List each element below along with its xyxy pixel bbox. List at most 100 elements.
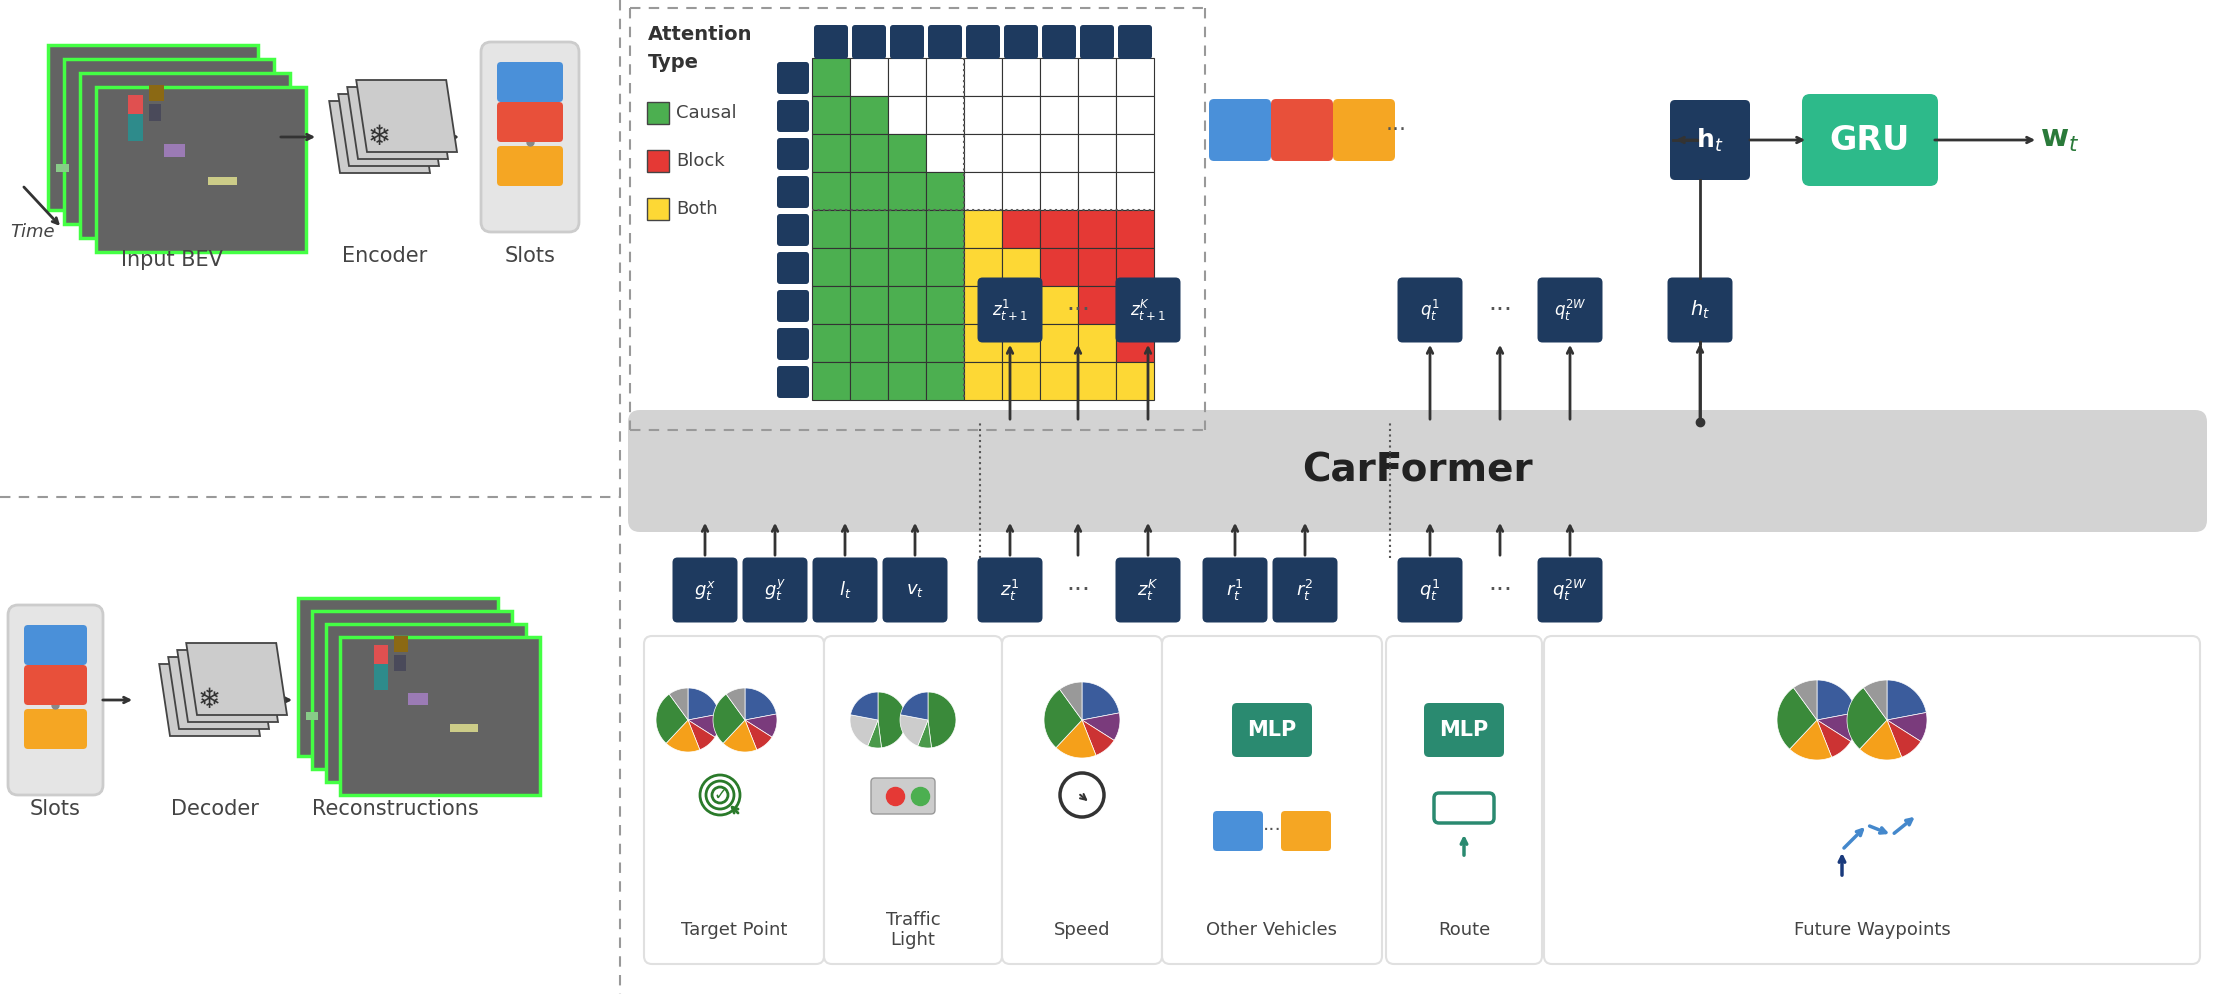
FancyBboxPatch shape — [1203, 558, 1268, 622]
Text: $q_t^{2W}$: $q_t^{2W}$ — [1553, 578, 1587, 602]
FancyBboxPatch shape — [813, 25, 849, 59]
Bar — [851, 286, 889, 324]
Bar — [408, 693, 428, 706]
Bar — [926, 134, 964, 172]
Polygon shape — [687, 720, 716, 749]
Polygon shape — [1864, 680, 1888, 720]
Polygon shape — [667, 720, 700, 752]
Bar — [1039, 134, 1077, 172]
Bar — [1077, 324, 1117, 362]
Bar — [1039, 248, 1077, 286]
Bar — [49, 45, 257, 210]
FancyBboxPatch shape — [1385, 636, 1542, 964]
Text: $q_t^1$: $q_t^1$ — [1420, 297, 1440, 322]
Polygon shape — [900, 715, 929, 746]
Bar — [811, 324, 851, 362]
Polygon shape — [917, 720, 931, 748]
Polygon shape — [687, 688, 720, 720]
Bar — [1077, 96, 1117, 134]
Polygon shape — [168, 657, 268, 729]
Bar — [394, 655, 406, 671]
Bar — [851, 134, 889, 172]
Bar — [208, 177, 237, 185]
Polygon shape — [745, 714, 778, 738]
Text: ❄: ❄ — [368, 123, 392, 151]
Polygon shape — [348, 87, 448, 159]
Text: Decoder: Decoder — [171, 799, 259, 819]
Text: Encoder: Encoder — [343, 246, 428, 266]
Bar — [889, 286, 926, 324]
Bar — [1002, 134, 1039, 172]
Polygon shape — [1081, 682, 1119, 720]
Bar — [1117, 248, 1155, 286]
Bar — [964, 134, 1002, 172]
Bar — [1002, 286, 1039, 324]
Polygon shape — [1793, 680, 1817, 720]
Text: GRU: GRU — [1830, 123, 1910, 156]
Polygon shape — [745, 688, 776, 720]
FancyBboxPatch shape — [1004, 25, 1037, 59]
FancyBboxPatch shape — [1115, 558, 1181, 622]
Text: MLP: MLP — [1248, 720, 1296, 740]
Polygon shape — [745, 720, 771, 749]
Polygon shape — [1817, 680, 1857, 720]
FancyBboxPatch shape — [966, 25, 999, 59]
Bar — [851, 248, 889, 286]
FancyBboxPatch shape — [1002, 636, 1161, 964]
FancyBboxPatch shape — [1042, 25, 1077, 59]
Bar — [1039, 58, 1077, 96]
Polygon shape — [869, 720, 882, 748]
Text: Target Point: Target Point — [680, 921, 787, 939]
Bar — [1117, 210, 1155, 248]
Text: $z_t^1$: $z_t^1$ — [999, 578, 1019, 602]
Text: $z_t^K$: $z_t^K$ — [1137, 578, 1159, 602]
Text: ···: ··· — [1487, 298, 1511, 322]
FancyBboxPatch shape — [1119, 25, 1152, 59]
Bar — [889, 96, 926, 134]
FancyBboxPatch shape — [778, 100, 809, 132]
FancyBboxPatch shape — [977, 277, 1042, 343]
Bar — [926, 248, 964, 286]
Polygon shape — [900, 692, 929, 720]
FancyBboxPatch shape — [481, 42, 578, 232]
Bar — [1039, 210, 1077, 248]
Bar — [811, 58, 851, 96]
Bar — [964, 172, 1002, 210]
Text: $z_{t+1}^K$: $z_{t+1}^K$ — [1130, 297, 1166, 322]
Bar — [339, 637, 541, 795]
Bar — [164, 144, 184, 157]
Bar — [1077, 286, 1117, 324]
FancyBboxPatch shape — [977, 558, 1042, 622]
Bar — [851, 58, 889, 96]
FancyBboxPatch shape — [742, 558, 807, 622]
FancyBboxPatch shape — [1079, 25, 1115, 59]
Polygon shape — [1846, 688, 1888, 749]
Text: CarFormer: CarFormer — [1303, 452, 1533, 490]
Bar — [1002, 210, 1039, 248]
Bar — [889, 362, 926, 400]
Bar — [148, 104, 162, 121]
Polygon shape — [357, 80, 456, 152]
Text: Route: Route — [1438, 921, 1489, 939]
FancyBboxPatch shape — [1272, 99, 1334, 161]
Polygon shape — [160, 664, 259, 736]
FancyBboxPatch shape — [24, 665, 86, 705]
Text: $v_t$: $v_t$ — [906, 581, 924, 599]
Text: Reconstructions: Reconstructions — [312, 799, 479, 819]
FancyBboxPatch shape — [496, 62, 563, 102]
FancyBboxPatch shape — [882, 558, 948, 622]
Bar — [1117, 134, 1155, 172]
FancyBboxPatch shape — [1538, 277, 1602, 343]
Text: Type: Type — [647, 53, 698, 72]
Bar — [1077, 172, 1117, 210]
Text: Slots: Slots — [29, 799, 80, 819]
FancyBboxPatch shape — [1232, 703, 1312, 757]
Bar — [1002, 324, 1039, 362]
Bar — [1002, 248, 1039, 286]
Polygon shape — [929, 692, 955, 747]
Bar — [80, 73, 290, 238]
Bar — [964, 210, 1002, 248]
Bar — [1002, 362, 1039, 400]
FancyBboxPatch shape — [813, 558, 878, 622]
FancyBboxPatch shape — [1281, 811, 1332, 851]
